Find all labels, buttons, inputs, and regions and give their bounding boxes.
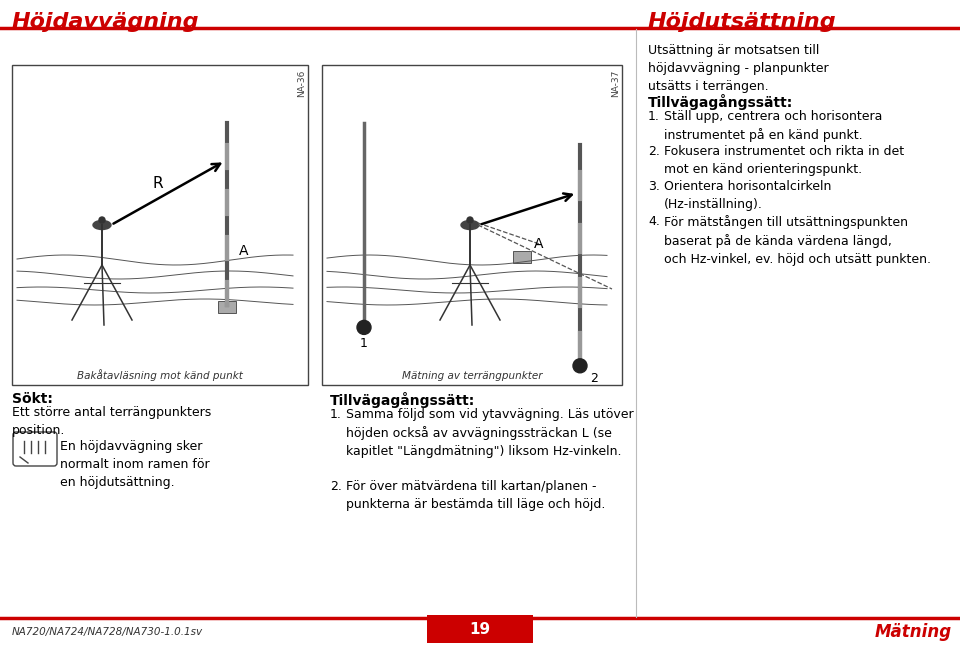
Text: 1.: 1. bbox=[330, 408, 342, 421]
Text: Mätning: Mätning bbox=[875, 623, 952, 641]
Text: Tillvägagångssätt:: Tillvägagångssätt: bbox=[648, 94, 793, 110]
Text: 2.: 2. bbox=[330, 480, 342, 493]
Text: Ett större antal terrängpunkters
position.: Ett större antal terrängpunkters positio… bbox=[12, 406, 211, 437]
Text: En höjdavvägning sker
normalt inom ramen för
en höjdutsättning.: En höjdavvägning sker normalt inom ramen… bbox=[60, 440, 209, 489]
Text: Bakåtavläsning mot känd punkt: Bakåtavläsning mot känd punkt bbox=[77, 369, 243, 381]
Text: Tillvägagångssätt:: Tillvägagångssätt: bbox=[330, 392, 475, 408]
Text: 1.: 1. bbox=[648, 110, 660, 123]
Text: A: A bbox=[534, 237, 543, 251]
Text: För mätstången till utsättningspunkten
baserat på de kända värdena längd,
och Hz: För mätstången till utsättningspunkten b… bbox=[664, 215, 931, 266]
Text: A: A bbox=[239, 244, 249, 257]
Circle shape bbox=[357, 320, 371, 334]
Circle shape bbox=[99, 217, 105, 223]
Bar bbox=[218, 301, 236, 313]
Text: 4.: 4. bbox=[648, 215, 660, 228]
Text: För över mätvärdena till kartan/planen -
punkterna är bestämda till läge och höj: För över mätvärdena till kartan/planen -… bbox=[346, 480, 606, 511]
Ellipse shape bbox=[93, 220, 111, 229]
Text: NA-36: NA-36 bbox=[297, 70, 306, 98]
Text: 2: 2 bbox=[590, 372, 598, 385]
Text: 19: 19 bbox=[469, 621, 491, 636]
Text: Utsättning är motsatsen till
höjdavvägning - planpunkter
utsätts i terrängen.: Utsättning är motsatsen till höjdavvägni… bbox=[648, 44, 828, 93]
Text: Ställ upp, centrera och horisontera
instrumentet på en känd punkt.: Ställ upp, centrera och horisontera inst… bbox=[664, 110, 882, 142]
Text: NA720/NA724/NA728/NA730-1.0.1sv: NA720/NA724/NA728/NA730-1.0.1sv bbox=[12, 627, 204, 637]
Circle shape bbox=[467, 217, 473, 223]
Circle shape bbox=[573, 359, 587, 373]
Bar bbox=[322, 65, 622, 385]
Text: R: R bbox=[153, 176, 163, 191]
Text: Sökt:: Sökt: bbox=[12, 392, 53, 406]
Text: Mätning av terrängpunkter: Mätning av terrängpunkter bbox=[401, 371, 542, 381]
Text: 2.: 2. bbox=[648, 145, 660, 158]
Bar bbox=[427, 615, 533, 643]
Ellipse shape bbox=[461, 220, 479, 229]
Bar bbox=[12, 65, 308, 385]
Text: 3.: 3. bbox=[648, 180, 660, 193]
FancyBboxPatch shape bbox=[13, 432, 57, 466]
Text: Orientera horisontalcirkeln
(Hz-inställning).: Orientera horisontalcirkeln (Hz-inställn… bbox=[664, 180, 831, 211]
Text: Höjdutsättning: Höjdutsättning bbox=[648, 12, 836, 32]
Text: Höjdavvägning: Höjdavvägning bbox=[12, 12, 200, 32]
Bar bbox=[513, 252, 531, 263]
Text: NA-37: NA-37 bbox=[611, 70, 620, 98]
Text: Samma följd som vid ytavvägning. Läs utöver
höjden också av avvägningssträckan L: Samma följd som vid ytavvägning. Läs utö… bbox=[346, 408, 634, 458]
Text: 1: 1 bbox=[360, 337, 368, 350]
Text: Fokusera instrumentet och rikta in det
mot en känd orienteringspunkt.: Fokusera instrumentet och rikta in det m… bbox=[664, 145, 904, 176]
